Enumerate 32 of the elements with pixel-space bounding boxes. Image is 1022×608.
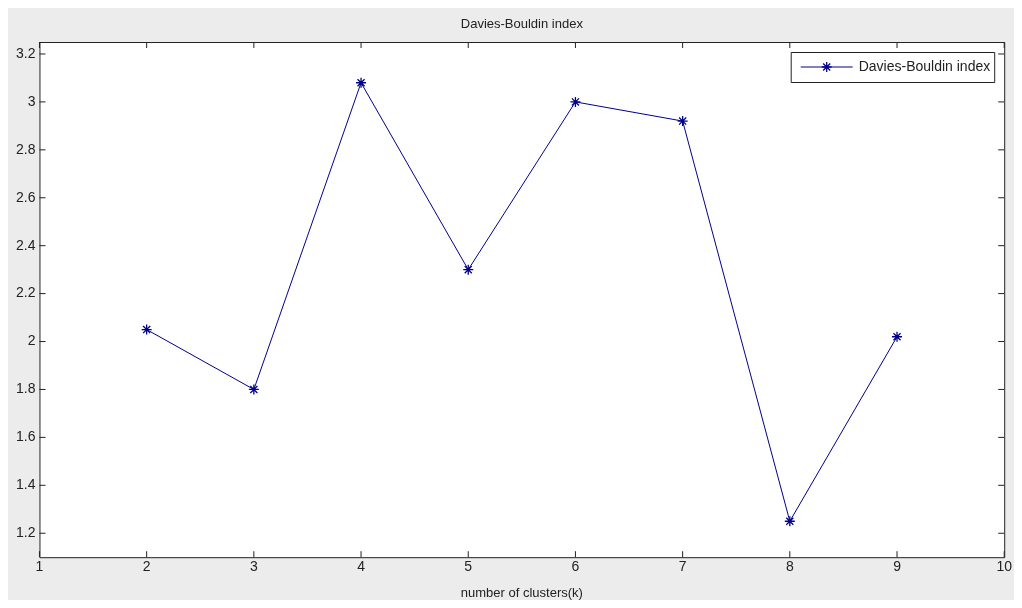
y-tick-label: 2.6 bbox=[15, 188, 36, 205]
point bbox=[462, 264, 474, 276]
y-tick-label: 2.8 bbox=[15, 140, 36, 157]
point bbox=[891, 331, 903, 343]
point bbox=[784, 515, 796, 527]
point bbox=[248, 383, 260, 396]
x-tick-label: 8 bbox=[785, 558, 794, 575]
chart-title: Davies-Bouldin index bbox=[460, 15, 584, 31]
y-tick-label: 1.4 bbox=[15, 476, 36, 493]
x-tick-label: 6 bbox=[571, 558, 580, 575]
point bbox=[676, 115, 689, 127]
y-tick-label: 1.8 bbox=[15, 380, 36, 397]
point bbox=[355, 77, 367, 89]
y-tick-label: 2.4 bbox=[15, 236, 36, 253]
x-tick-label: 7 bbox=[678, 558, 687, 575]
x-axis-title: number of clusters(k) bbox=[460, 584, 583, 600]
x-tick-label: 10 bbox=[996, 558, 1013, 575]
x-tick-label: 3 bbox=[249, 558, 258, 575]
point bbox=[569, 96, 582, 108]
y-tick-label: 3.2 bbox=[15, 44, 36, 61]
x-tick-label: 4 bbox=[357, 558, 366, 575]
y-tick-label: 1.6 bbox=[15, 428, 36, 445]
x-tick-label: 1 bbox=[35, 558, 44, 575]
legend-label: Davies-Bouldin index bbox=[858, 57, 991, 74]
y-tick-label: 2 bbox=[27, 332, 36, 349]
y-tick-label: 1.2 bbox=[15, 524, 36, 541]
point bbox=[141, 323, 153, 336]
x-tick-label: 5 bbox=[464, 558, 473, 575]
x-tick-label: 9 bbox=[893, 558, 902, 575]
y-tick-label: 3 bbox=[27, 92, 36, 109]
y-tick-label: 2.2 bbox=[15, 284, 36, 301]
x-tick-label: 2 bbox=[142, 558, 151, 575]
